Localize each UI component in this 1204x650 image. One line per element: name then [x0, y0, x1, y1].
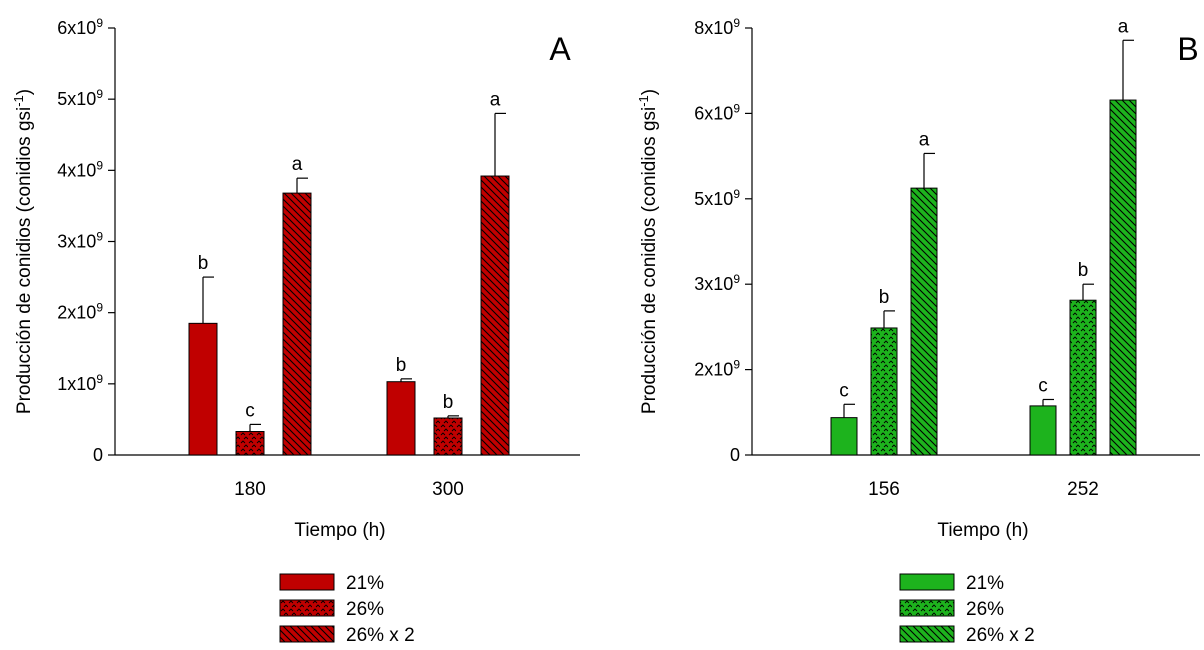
- significance-letter: a: [919, 129, 930, 150]
- chart-panel-b: 0 2x109 3x109 5x109 6x109 8x109 Producción de …: [636, 16, 1200, 646]
- bar: [1069, 299, 1097, 456]
- legend-label: 26% x 2: [966, 625, 1035, 646]
- y-tick-label: 3x109: [57, 230, 103, 252]
- bar: [1109, 99, 1137, 456]
- x-tick-label: 300: [432, 479, 464, 500]
- bar: [870, 327, 898, 456]
- bar: [188, 322, 218, 456]
- significance-letter: c: [245, 400, 255, 421]
- legend-swatch: [279, 625, 335, 643]
- legend-label: 21%: [966, 573, 1004, 594]
- chart-panel-a: 0 1x109 2x109 3x109 4x109 5x109 6x109 Producció…: [11, 16, 580, 646]
- y-tick-label: 5x109: [694, 187, 740, 209]
- x-tick-label: 156: [868, 479, 900, 500]
- y-tick-label: 0: [93, 445, 103, 465]
- x-axis-title: Tiempo (h): [937, 520, 1028, 541]
- legend-label: 26%: [966, 599, 1004, 620]
- bar: [1029, 405, 1057, 456]
- panel-label: B: [1177, 31, 1198, 67]
- bar: [235, 431, 265, 456]
- bar: [830, 417, 858, 456]
- significance-letter: c: [1038, 375, 1048, 396]
- legend-swatch: [899, 625, 955, 643]
- significance-letter: a: [490, 89, 501, 110]
- x-tick-label: 252: [1067, 479, 1099, 500]
- y-tick-label: 5x109: [57, 87, 103, 109]
- legend-swatch: [899, 599, 955, 617]
- y-tick-label: 6x109: [694, 101, 740, 123]
- legend-swatch: [279, 573, 335, 591]
- bar: [433, 417, 463, 456]
- significance-letter: b: [1078, 260, 1089, 281]
- significance-letter: b: [879, 287, 890, 308]
- significance-letter: a: [292, 154, 303, 175]
- legend-label: 21%: [346, 573, 384, 594]
- legend-swatch: [899, 573, 955, 591]
- significance-letter: b: [396, 355, 407, 376]
- panel-label: A: [549, 31, 571, 67]
- y-axis-title: Producción de conidios (conidios gsi-1): [11, 89, 36, 414]
- bar: [480, 175, 510, 456]
- bar: [282, 192, 312, 456]
- significance-letter: b: [198, 253, 209, 274]
- y-tick-label: 8x109: [694, 16, 740, 38]
- bar: [386, 381, 416, 456]
- significance-letter: b: [443, 392, 454, 413]
- bar: [910, 187, 938, 456]
- y-tick-label: 0: [730, 445, 740, 465]
- y-tick-label: 6x109: [57, 16, 103, 38]
- x-axis-title: Tiempo (h): [294, 520, 385, 541]
- significance-letter: c: [839, 380, 849, 401]
- legend-label: 26%: [346, 599, 384, 620]
- significance-letter: a: [1118, 16, 1129, 37]
- y-tick-label: 4x109: [57, 158, 103, 180]
- y-tick-label: 2x109: [694, 358, 740, 380]
- legend-label: 26% x 2: [346, 625, 415, 646]
- y-tick-label: 2x109: [57, 301, 103, 323]
- x-tick-label: 180: [234, 479, 266, 500]
- legend-swatch: [279, 599, 335, 617]
- y-axis-title: Producción de conidios (conidios gsi-1): [636, 89, 661, 414]
- y-tick-label: 3x109: [694, 272, 740, 294]
- y-tick-label: 1x109: [57, 372, 103, 394]
